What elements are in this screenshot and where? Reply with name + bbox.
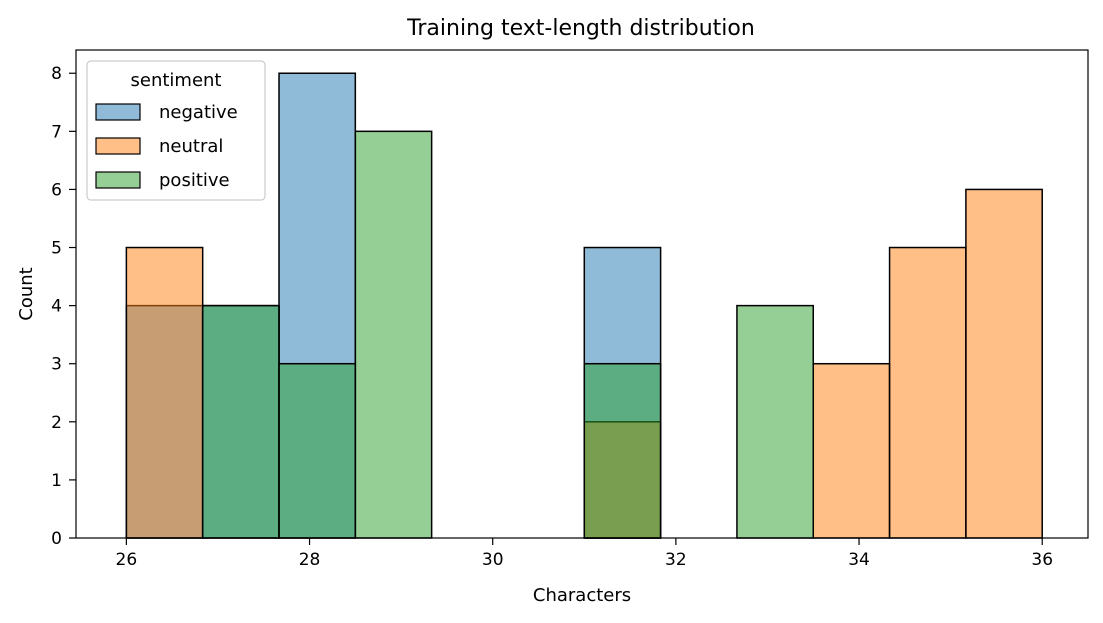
y-tick-label: 2 bbox=[51, 413, 62, 433]
x-tick-label: 28 bbox=[299, 550, 321, 570]
bar-positive-8 bbox=[736, 304, 814, 539]
legend-label-neutral: neutral bbox=[159, 136, 223, 157]
plot-frame bbox=[75, 49, 1089, 539]
legend: sentiment negative neutral positive bbox=[86, 60, 266, 201]
x-tick-label: 32 bbox=[665, 550, 687, 570]
bar-positive-3 bbox=[354, 130, 433, 539]
y-tick-label: 5 bbox=[51, 239, 62, 259]
y-axis-label: Count bbox=[16, 267, 37, 320]
bar-positive-2 bbox=[278, 362, 357, 539]
chart-title: Training text-length distribution bbox=[406, 16, 755, 41]
y-axis: 0 1 2 3 4 5 6 7 8 bbox=[51, 64, 76, 549]
y-tick-label: 0 bbox=[51, 529, 62, 549]
bar-positive-6 bbox=[583, 362, 662, 539]
y-tick-label: 6 bbox=[51, 180, 62, 200]
x-axis-label: Characters bbox=[533, 585, 631, 606]
y-tick-label: 3 bbox=[51, 355, 62, 375]
x-tick-label: 36 bbox=[1031, 550, 1053, 570]
y-tick-label: 1 bbox=[51, 471, 62, 491]
x-tick-label: 30 bbox=[482, 550, 504, 570]
legend-swatch-positive bbox=[95, 171, 141, 189]
x-tick-label: 34 bbox=[848, 550, 870, 570]
y-tick-label: 8 bbox=[51, 64, 62, 84]
legend-label-positive: positive bbox=[159, 170, 230, 191]
x-axis: 26 28 30 32 34 36 bbox=[116, 538, 1053, 570]
bar-neutral-11 bbox=[965, 188, 1043, 539]
y-tick-label: 7 bbox=[51, 122, 62, 142]
bars-layer bbox=[125, 72, 1043, 539]
legend-label-negative: negative bbox=[159, 102, 238, 123]
legend-box bbox=[86, 60, 266, 201]
legend-swatch-neutral bbox=[95, 137, 141, 155]
bar-neutral-0 bbox=[125, 246, 204, 539]
y-tick-label: 4 bbox=[51, 297, 62, 317]
bar-neutral-10 bbox=[888, 246, 967, 539]
x-tick-label: 26 bbox=[116, 550, 138, 570]
legend-swatch-negative bbox=[95, 103, 141, 121]
bar-neutral-9 bbox=[812, 362, 891, 539]
legend-title: sentiment bbox=[131, 70, 222, 91]
bar-positive-1 bbox=[201, 304, 280, 539]
